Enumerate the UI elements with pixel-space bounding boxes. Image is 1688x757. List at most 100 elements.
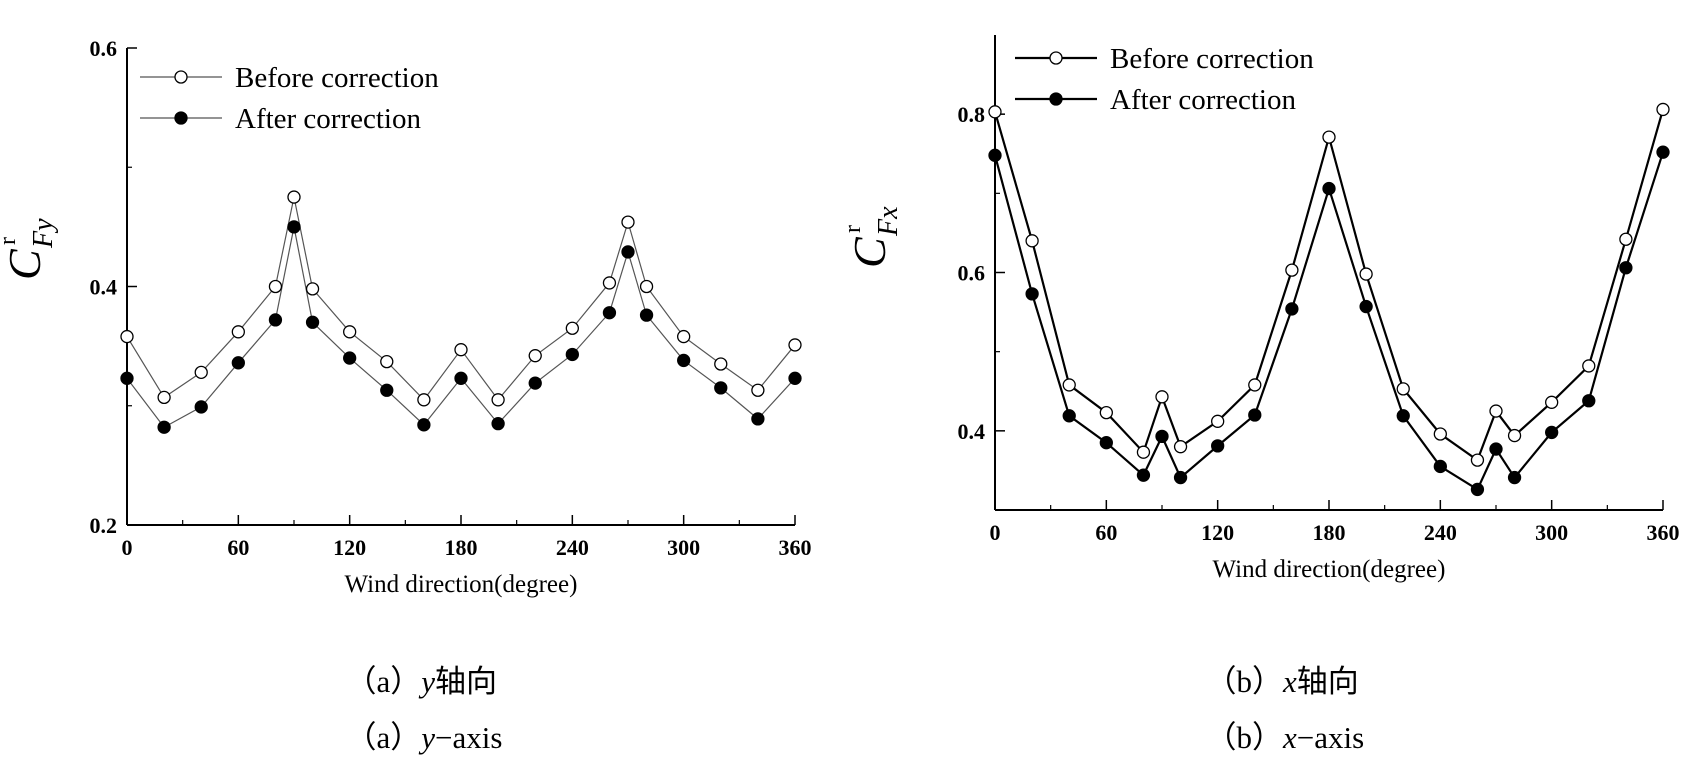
data-point-after: [1099, 436, 1113, 450]
data-point-after: [1025, 287, 1039, 301]
data-point-before: [380, 354, 394, 369]
y-tick-label: 0.4: [90, 275, 118, 300]
data-point-before: [1211, 414, 1225, 428]
data-point-after: [343, 351, 357, 365]
data-point-after: [1656, 145, 1670, 159]
data-point-before: [1582, 359, 1596, 373]
data-point-before: [528, 349, 542, 363]
data-point-before: [1619, 232, 1633, 246]
data-point-after: [602, 306, 617, 320]
data-point-before: [714, 357, 728, 371]
data-point-after: [417, 418, 431, 432]
caption-a-english: （a）y−axis: [330, 676, 503, 757]
y-axis-label-subscript: Fy: [28, 218, 59, 249]
chart-panel-b: 0 60 120 180 240 300 360 0.4 0.6 0.8 Wind directio…: [840, 35, 1680, 583]
data-point-before: [1433, 427, 1447, 441]
data-point-after: [1396, 409, 1410, 423]
x-tick-label: 300: [1535, 520, 1568, 545]
data-point-before: [788, 338, 802, 352]
data-point-after: [120, 371, 134, 385]
x-tick-label: 300: [667, 535, 700, 560]
y-axis-label-main: C: [844, 236, 895, 268]
data-point-before: [1396, 382, 1410, 396]
data-point-before: [565, 321, 579, 335]
data-point-before: [287, 190, 301, 204]
legend-label: After correction: [1110, 84, 1296, 116]
caption-a-text: 轴向: [435, 664, 498, 699]
chart-panel-a: 0 60 120 180 240 300 360 0.2 0.4 0.6 Wind directio…: [0, 36, 812, 598]
data-point-before: [639, 279, 654, 294]
data-point-before: [1359, 267, 1373, 281]
data-point-before: [491, 393, 505, 407]
data-point-after: [565, 347, 579, 362]
legend-label: Before correction: [1110, 43, 1314, 75]
data-point-after: [528, 376, 542, 390]
y-tick-label: 0.8: [958, 102, 986, 127]
data-point-before: [194, 365, 208, 380]
x-tick-label: 60: [227, 535, 249, 560]
legend-marker: [174, 70, 188, 84]
data-point-before: [1470, 453, 1485, 467]
y-axis-label-superscript: r: [840, 225, 866, 233]
y-axis-label-subscript: Fx: [873, 206, 904, 237]
caption-b-english: （b）x−axis: [1190, 676, 1365, 757]
data-point-before: [677, 329, 691, 344]
data-point-after: [639, 308, 654, 322]
data-point-after: [621, 245, 635, 259]
series-line-before: [993, 109, 1665, 462]
data-point-after: [1062, 409, 1076, 423]
legend-marker: [1049, 51, 1063, 65]
data-point-after: [454, 371, 468, 385]
caption-a-label: （a）: [345, 664, 422, 699]
data-point-after: [1433, 459, 1447, 474]
data-point-before: [454, 343, 468, 357]
x-tick-label: 120: [333, 535, 366, 560]
data-point-after: [380, 383, 394, 397]
data-point-after: [677, 353, 691, 368]
data-point-after: [1285, 302, 1299, 316]
data-point-before: [988, 105, 1002, 119]
caption-b-label: （b）: [1205, 664, 1284, 699]
legend-label: Before correction: [235, 62, 439, 94]
legend-label: After correction: [235, 103, 421, 135]
data-point-before: [1248, 378, 1262, 392]
caption-b-text-en: −axis: [1296, 720, 1365, 755]
data-point-before: [1099, 405, 1113, 420]
x-tick-label: 60: [1095, 520, 1117, 545]
data-point-before: [1285, 263, 1299, 277]
data-point-after: [194, 400, 208, 414]
data-point-before: [1656, 102, 1670, 117]
x-tick-label: 360: [779, 535, 812, 560]
data-point-before: [343, 325, 357, 339]
data-point-before: [1155, 390, 1169, 404]
series-line-after: [993, 151, 1665, 492]
data-point-before: [602, 276, 617, 290]
caption-a-chinese: （a）y轴向: [330, 620, 498, 701]
x-axis-label: Wind direction(degree): [345, 571, 578, 598]
y-axis-label-superscript: r: [0, 237, 21, 245]
x-tick-label: 180: [1313, 520, 1346, 545]
data-point-after: [751, 412, 765, 426]
data-point-before: [157, 390, 171, 405]
data-point-after: [1136, 468, 1151, 482]
data-point-after: [1619, 261, 1633, 275]
data-point-after: [1211, 439, 1225, 453]
data-point-after: [1582, 394, 1596, 408]
data-point-after: [1359, 299, 1373, 314]
caption-b-label-en: （b）: [1205, 720, 1284, 755]
data-point-after: [491, 416, 505, 431]
y-tick-label: 0.2: [90, 513, 118, 538]
y-tick-label: 0.6: [90, 36, 118, 61]
caption-b-variable-en: x: [1283, 720, 1297, 755]
data-point-after: [1155, 429, 1169, 444]
y-tick-label: 0.4: [958, 419, 986, 444]
data-point-before: [417, 393, 431, 407]
y-axis-label-main: C: [0, 248, 50, 280]
data-point-before: [305, 282, 320, 296]
data-point-before: [1062, 378, 1076, 392]
data-point-after: [1507, 470, 1522, 485]
data-point-after: [1489, 442, 1503, 456]
data-point-before: [1322, 130, 1336, 144]
data-point-after: [287, 220, 301, 234]
caption-a-variable: y: [421, 664, 436, 699]
